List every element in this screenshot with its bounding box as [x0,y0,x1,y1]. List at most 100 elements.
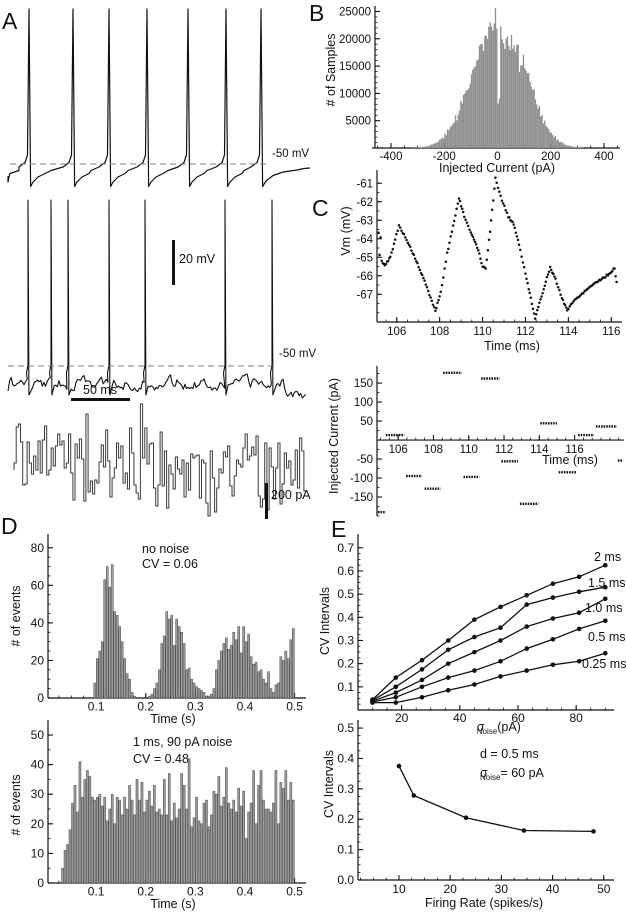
histogram-bar [453,122,455,148]
data-point [614,274,617,278]
histogram-bar [91,796,94,884]
data-point [545,275,549,279]
x-tick-label: 106 [387,326,406,338]
data-point [447,247,450,251]
histogram-bar [195,796,198,884]
d-top-x-axis-title: Time (s) [150,712,196,726]
histogram-bar [197,688,201,699]
y-tick-label: 60 [31,578,45,592]
data-point [461,210,465,214]
histogram-bar [108,586,112,699]
histogram-bar [98,793,102,884]
time-scalebar [71,398,130,401]
histogram-bar [504,49,506,148]
histogram-bar [473,67,475,148]
histogram-bar [103,796,107,884]
histogram-bar [274,684,278,699]
data-point [472,634,477,640]
histogram-bar [222,643,226,699]
histogram-bar [420,147,422,148]
data-point [496,186,500,190]
histogram-bar [430,144,433,148]
y-tick-label: -62 [356,197,373,209]
histogram-bar [524,68,526,148]
histogram-bar [493,23,495,149]
histogram-bar [274,770,278,884]
histogram-bar [205,695,208,699]
histogram-bar [505,38,507,148]
x-tick-label: 112 [495,444,513,456]
histogram-bar [125,673,129,699]
histogram-bar [96,658,99,699]
histogram-bar [71,802,74,884]
data-point [468,228,471,231]
data-point [546,273,550,276]
histogram-bar [446,129,449,148]
data-point [419,677,425,683]
data-point [472,682,477,687]
histogram-bar [279,656,283,699]
data-point [480,261,483,265]
histogram-bar [187,667,191,699]
histogram-bar [537,108,539,148]
histogram-bar [212,791,216,884]
x-tick-label: 106 [389,444,408,456]
histogram-bar [182,785,186,884]
data-point [464,218,467,222]
histogram-bar [148,791,151,884]
histogram-bar [68,829,72,884]
data-point [405,238,408,242]
histogram-bar [66,844,69,884]
histogram-bar [110,564,114,699]
histogram-bar [180,773,183,884]
histogram-bar [462,94,465,148]
data-point [450,230,454,233]
data-point [517,243,521,247]
e-top-y-axis-title: CV Intervals [318,586,332,656]
data-point [576,626,582,632]
x-tick-label: 50 [597,882,611,896]
data-point [380,259,383,262]
x-tick-label: 0.3 [187,885,204,899]
histogram-bar [63,850,67,884]
histogram-bar [557,139,559,148]
data-point [544,280,548,284]
y-tick-label: 0.7 [337,541,354,555]
histogram-bar [234,639,238,699]
data-point [498,659,503,664]
data-point [500,199,504,202]
histogram-bar [536,104,538,148]
sigma-subscript: Noise [480,773,501,782]
data-point [524,646,529,651]
histogram-bar [529,81,531,148]
histogram-bar [566,145,569,148]
data-point [377,231,380,235]
series-label-1ms: 1.0 ms [585,601,623,615]
histogram-bar [534,99,537,148]
noisy-spike-trace [7,199,306,399]
data-point [488,230,492,233]
data-point [498,625,503,630]
x-tick-label: 400 [594,151,613,163]
y-tick-label: -66 [356,271,373,283]
y-tick-label: 0.3 [337,633,354,647]
y-tick-label: 20 [31,653,45,667]
e-bottom-y-axis-title: CV Intervals [322,749,336,819]
histogram-bar [150,693,154,699]
histogram-bar [282,660,285,699]
histogram-bar [490,26,493,148]
data-point [559,293,562,296]
histogram-bar [165,611,169,699]
histogram-bar [76,811,79,884]
histogram-bar [506,36,509,148]
histogram-bar [148,695,151,699]
data-point [466,224,470,228]
c-bottom-x-axis-title: Time (ms) [542,453,598,467]
data-point [524,602,529,607]
data-point [490,208,494,212]
y-tick-label: -150 [350,492,373,504]
data-point [553,275,556,278]
histogram-bar [192,682,196,699]
data-point [469,231,473,234]
data-point [494,176,497,180]
